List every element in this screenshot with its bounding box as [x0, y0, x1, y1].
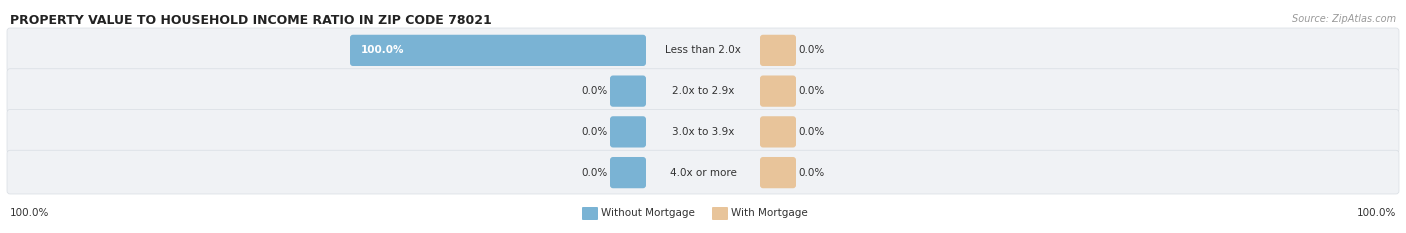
Text: 2.0x to 2.9x: 2.0x to 2.9x	[672, 86, 734, 96]
Text: 100.0%: 100.0%	[10, 208, 49, 218]
FancyBboxPatch shape	[610, 157, 645, 188]
Text: Less than 2.0x: Less than 2.0x	[665, 45, 741, 55]
FancyBboxPatch shape	[7, 150, 1399, 194]
Text: 0.0%: 0.0%	[799, 86, 824, 96]
Text: 100.0%: 100.0%	[1357, 208, 1396, 218]
FancyBboxPatch shape	[610, 116, 645, 147]
Text: Without Mortgage: Without Mortgage	[600, 209, 695, 219]
FancyBboxPatch shape	[350, 35, 645, 66]
Text: 4.0x or more: 4.0x or more	[669, 168, 737, 178]
FancyBboxPatch shape	[7, 28, 1399, 72]
Text: 0.0%: 0.0%	[799, 45, 824, 55]
FancyBboxPatch shape	[582, 207, 598, 220]
Text: PROPERTY VALUE TO HOUSEHOLD INCOME RATIO IN ZIP CODE 78021: PROPERTY VALUE TO HOUSEHOLD INCOME RATIO…	[10, 14, 492, 27]
Text: 100.0%: 100.0%	[361, 45, 405, 55]
FancyBboxPatch shape	[761, 35, 796, 66]
FancyBboxPatch shape	[7, 110, 1399, 153]
Text: 0.0%: 0.0%	[582, 168, 607, 178]
Text: With Mortgage: With Mortgage	[731, 209, 808, 219]
FancyBboxPatch shape	[761, 157, 796, 188]
FancyBboxPatch shape	[761, 116, 796, 147]
Text: 0.0%: 0.0%	[799, 127, 824, 137]
FancyBboxPatch shape	[761, 75, 796, 107]
FancyBboxPatch shape	[7, 69, 1399, 113]
FancyBboxPatch shape	[711, 207, 728, 220]
Text: 0.0%: 0.0%	[799, 168, 824, 178]
Text: 3.0x to 3.9x: 3.0x to 3.9x	[672, 127, 734, 137]
Text: Source: ZipAtlas.com: Source: ZipAtlas.com	[1292, 14, 1396, 24]
Text: 0.0%: 0.0%	[582, 86, 607, 96]
Text: 0.0%: 0.0%	[582, 127, 607, 137]
FancyBboxPatch shape	[610, 75, 645, 107]
